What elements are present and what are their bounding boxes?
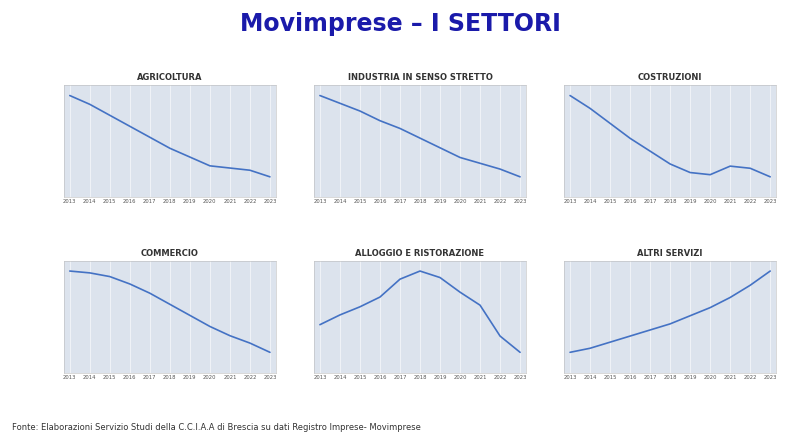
Text: INDUSTRIA IN SENSO STRETTO: INDUSTRIA IN SENSO STRETTO bbox=[347, 73, 493, 82]
Text: ALLOGGIO E RISTORAZIONE: ALLOGGIO E RISTORAZIONE bbox=[355, 248, 485, 257]
Text: ALTRI SERVIZI: ALTRI SERVIZI bbox=[638, 248, 703, 257]
Text: Fonte: Elaborazioni Servizio Studi della C.C.I.A.A di Brescia su dati Registro I: Fonte: Elaborazioni Servizio Studi della… bbox=[12, 423, 421, 432]
Text: AGRICOLTURA: AGRICOLTURA bbox=[137, 73, 202, 82]
Text: Movimprese – I SETTORI: Movimprese – I SETTORI bbox=[239, 12, 561, 36]
Text: COMMERCIO: COMMERCIO bbox=[141, 248, 199, 257]
Text: COSTRUZIONI: COSTRUZIONI bbox=[638, 73, 702, 82]
